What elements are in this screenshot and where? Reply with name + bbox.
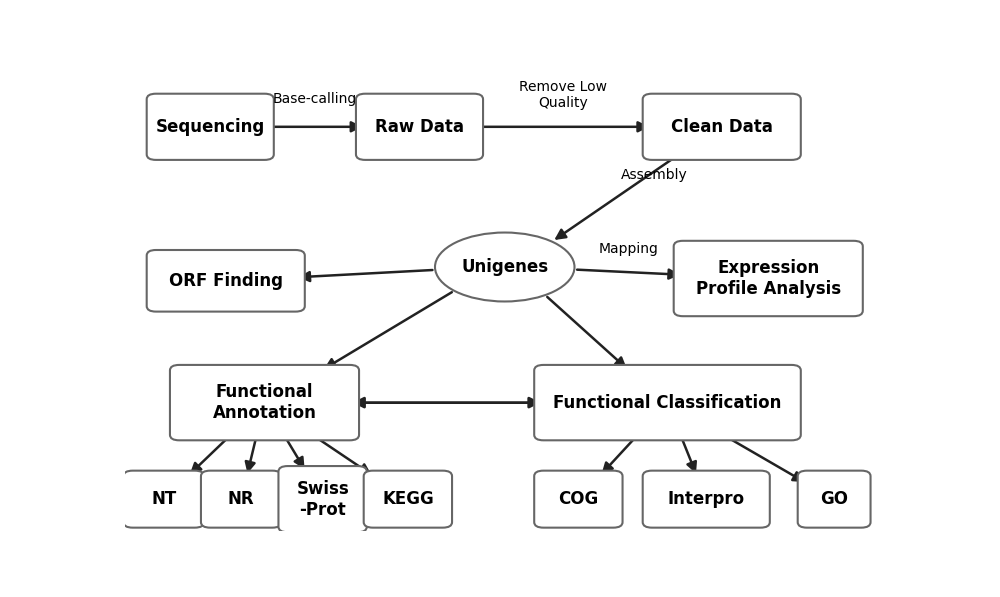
FancyBboxPatch shape	[356, 94, 483, 160]
Text: Swiss
-Prot: Swiss -Prot	[296, 480, 349, 519]
FancyBboxPatch shape	[674, 241, 863, 316]
Text: KEGG: KEGG	[382, 490, 434, 508]
Text: Functional
Annotation: Functional Annotation	[213, 383, 316, 422]
Text: NT: NT	[151, 490, 176, 508]
Text: NR: NR	[228, 490, 255, 508]
Text: Expression
Profile Analysis: Expression Profile Analysis	[696, 259, 841, 298]
Text: Interpro: Interpro	[668, 490, 745, 508]
Text: ORF Finding: ORF Finding	[169, 272, 283, 290]
FancyBboxPatch shape	[123, 470, 204, 528]
Text: Sequencing: Sequencing	[156, 118, 265, 136]
Text: Mapping: Mapping	[599, 242, 659, 256]
FancyBboxPatch shape	[643, 94, 801, 160]
FancyBboxPatch shape	[170, 365, 359, 441]
Text: COG: COG	[558, 490, 598, 508]
Text: Unigenes: Unigenes	[461, 258, 548, 276]
Text: Remove Low
Quality: Remove Low Quality	[519, 79, 607, 110]
Text: Functional Classification: Functional Classification	[553, 393, 782, 411]
FancyBboxPatch shape	[534, 365, 801, 441]
FancyBboxPatch shape	[147, 250, 305, 312]
FancyBboxPatch shape	[798, 470, 871, 528]
Text: Base-calling: Base-calling	[273, 92, 357, 106]
FancyBboxPatch shape	[643, 470, 770, 528]
Text: Clean Data: Clean Data	[671, 118, 773, 136]
Text: Assembly: Assembly	[621, 168, 688, 182]
FancyBboxPatch shape	[364, 470, 452, 528]
FancyBboxPatch shape	[534, 470, 623, 528]
Text: Raw Data: Raw Data	[375, 118, 464, 136]
FancyBboxPatch shape	[278, 466, 367, 533]
Ellipse shape	[435, 232, 574, 301]
FancyBboxPatch shape	[201, 470, 282, 528]
Text: GO: GO	[820, 490, 848, 508]
FancyBboxPatch shape	[147, 94, 274, 160]
